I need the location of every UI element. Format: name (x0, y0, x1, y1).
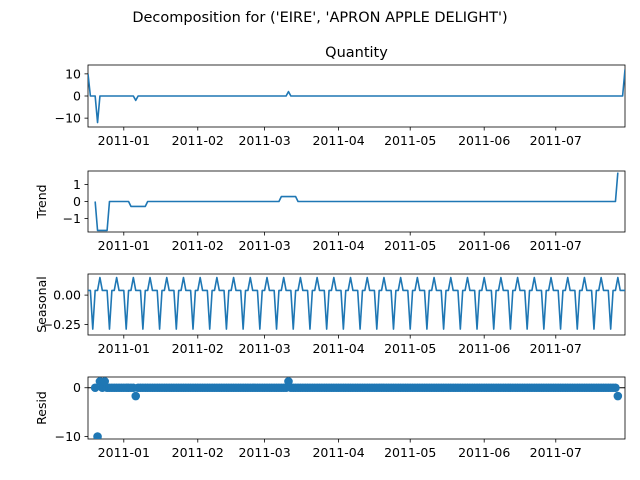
subplot-3: 2011-01 2011-02 2011-03 2011-04 2011-05 2011-… (34, 273, 626, 356)
x-tick-label: 2011-01 (98, 133, 150, 148)
axes-frame (87, 376, 626, 440)
x-tick-label: 2011-02 (172, 133, 224, 148)
axes-frame (87, 273, 626, 336)
subplots: 2011-01 2011-02 2011-03 2011-04 2011-05 2011-… (34, 45, 626, 460)
x-tick-label: 2011-01 (98, 238, 150, 253)
series-line (88, 69, 625, 124)
x-tick-label: 2011-03 (238, 445, 290, 460)
x-tick-label: 2011-05 (384, 341, 436, 356)
resid-point (613, 391, 623, 401)
seasonal-line (88, 276, 625, 330)
x-tick-label: 2011-06 (458, 341, 510, 356)
resid-point (284, 377, 293, 386)
resid-points (90, 377, 623, 439)
x-tick-label: 2011-07 (530, 445, 582, 460)
x-tick-label: 2011-04 (312, 445, 364, 460)
resid-point (90, 383, 100, 393)
y-axis-label: Resid (34, 391, 49, 425)
x-tick-label: 2011-02 (172, 238, 224, 253)
y-tick-label: 0 (73, 380, 81, 395)
x-tick-label: 2011-01 (98, 341, 150, 356)
x-tick-label: 2011-04 (312, 133, 364, 148)
x-tick-label: 2011-06 (458, 133, 510, 148)
y-tick-label: 10 (65, 66, 81, 81)
x-tick-label: 2011-03 (238, 341, 290, 356)
subplot-2: 2011-01 2011-02 2011-03 2011-04 2011-05 2011-… (34, 170, 626, 253)
x-tick-label: 2011-04 (312, 341, 364, 356)
series-line (94, 172, 619, 232)
y-tick-label: −0.25 (43, 317, 81, 332)
x-tick-label: 2011-02 (172, 341, 224, 356)
x-tick-label: 2011-04 (312, 238, 364, 253)
x-tick-label: 2011-01 (98, 445, 150, 460)
x-tick-label: 2011-05 (384, 238, 436, 253)
y-tick-label: 0.00 (53, 288, 81, 303)
x-tick-label: 2011-03 (238, 238, 290, 253)
x-tick-label: 2011-03 (238, 133, 290, 148)
y-tick-label: 0 (73, 194, 81, 209)
x-tick-label: 2011-07 (530, 341, 582, 356)
x-tick-label: 2011-05 (384, 133, 436, 148)
x-tick-label: 2011-02 (172, 445, 224, 460)
y-tick-label: −1 (63, 211, 81, 226)
y-axis-label: Seasonal (34, 276, 49, 333)
x-tick-label: 2011-06 (458, 238, 510, 253)
x-tick-label: 2011-07 (530, 238, 582, 253)
y-tick-label: 0 (73, 89, 81, 104)
resid-point (93, 432, 102, 439)
subplot-title: Quantity (325, 45, 388, 61)
y-tick-label: −10 (55, 429, 81, 444)
x-tick-label: 2011-06 (458, 445, 510, 460)
subplot-1: 2011-01 2011-02 2011-03 2011-04 2011-05 2011-… (55, 45, 626, 148)
y-tick-label: −10 (55, 111, 81, 126)
subplot-4: 2011-01 2011-02 2011-03 2011-04 2011-05 2011-… (34, 376, 626, 460)
resid-point (611, 383, 620, 393)
resid-point (131, 391, 141, 401)
y-tick-label: 1 (73, 177, 81, 192)
resid-point (100, 377, 110, 386)
x-tick-label: 2011-05 (384, 445, 436, 460)
x-tick-label: 2011-07 (530, 133, 582, 148)
figure-suptitle: Decomposition for ('EIRE', 'APRON APPLE … (132, 10, 507, 26)
y-axis-label: Trend (34, 184, 49, 219)
